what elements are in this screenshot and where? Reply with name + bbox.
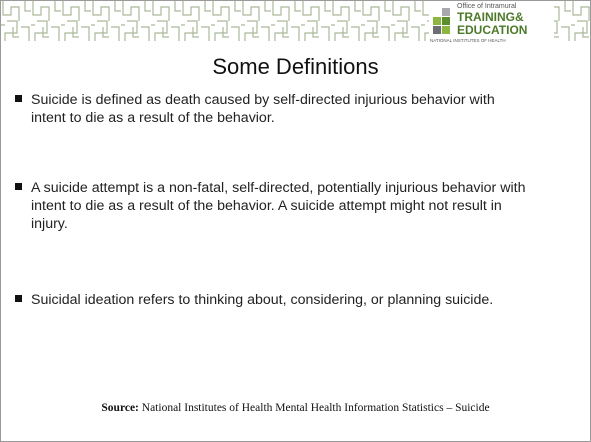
logo-line1: Office of Intramural [457,3,517,10]
logo-line2: TRAINING& [457,10,524,24]
bullet: Suicidal ideation refers to thinking abo… [15,291,531,309]
bullet: Suicide is defined as death caused by se… [15,91,531,127]
logo-line4: NATIONAL INSTITUTES OF HEALTH [430,38,506,43]
slide-title: Some Definitions [212,54,379,79]
logo-icon [433,8,450,34]
source-label: Source: [101,402,139,414]
source-text: National Institutes of Health Mental Hea… [141,402,490,414]
bullet: A suicide attempt is a non-fatal, self-d… [15,179,531,233]
header-band: Office of Intramural TRAINING& EDUCATION… [1,1,590,43]
source: Source: National Institutes of Health Me… [1,402,590,414]
logo-line3: EDUCATION [457,23,527,37]
